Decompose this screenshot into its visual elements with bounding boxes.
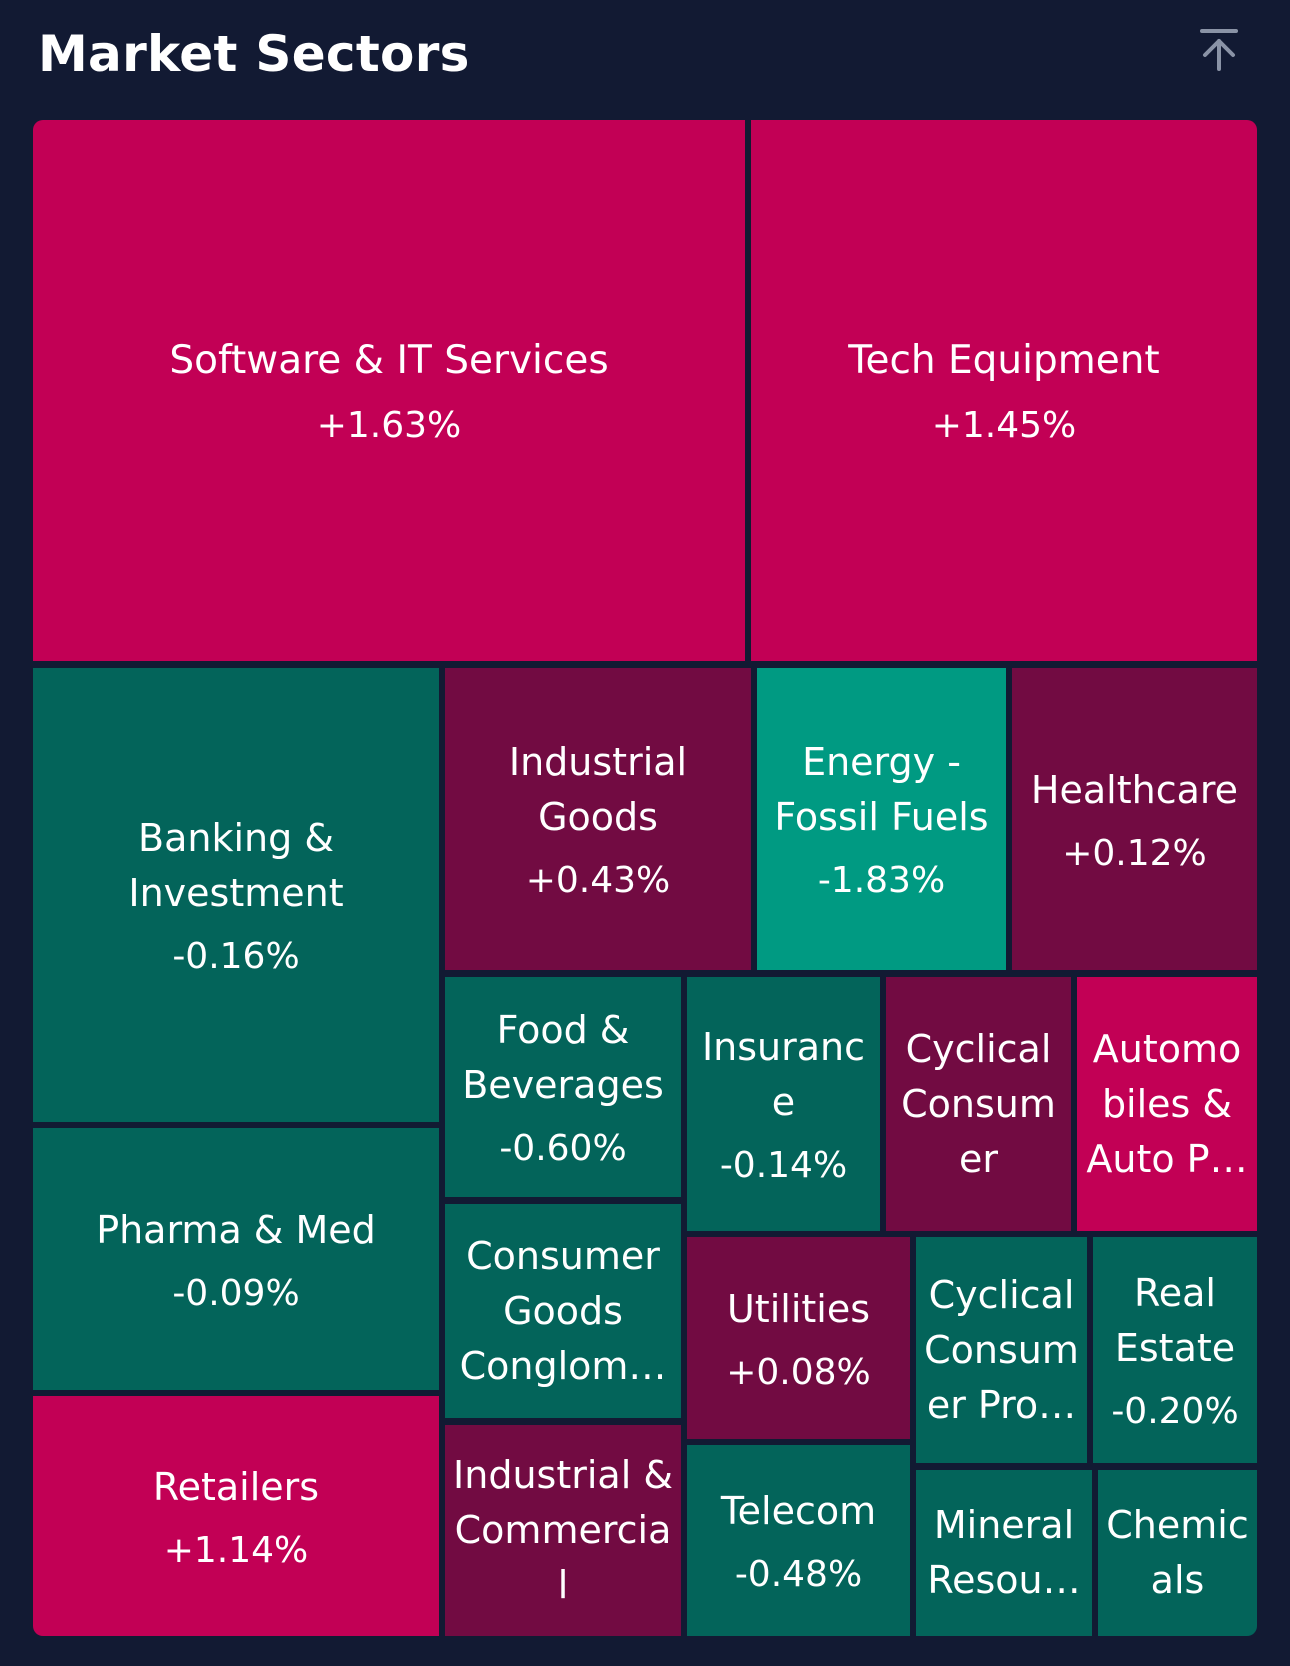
sector-change: +1.63% <box>316 405 462 446</box>
sector-name: Automobiles & Auto P… <box>1086 1026 1248 1181</box>
sector-name: Industrial & Commercial <box>453 1453 673 1607</box>
sector-name: Food & Beverages <box>462 1008 664 1107</box>
sector-name: Cyclical Consumer <box>901 1026 1056 1181</box>
sector-name: Real Estate <box>1114 1271 1236 1370</box>
sector-tile-cyclical-consumer[interactable]: Cyclical Consumer <box>886 977 1071 1231</box>
sector-name: Telecom <box>720 1489 877 1533</box>
sector-tile-mineral-resources[interactable]: Mineral Resou… <box>916 1470 1092 1636</box>
sector-name: Industrial Goods <box>508 740 688 839</box>
sector-name: Insurance <box>701 1025 866 1124</box>
sector-tile-tech-equipment[interactable]: Tech Equipment +1.45% <box>751 120 1257 661</box>
sector-tile-software-it-services[interactable]: Software & IT Services +1.63% <box>33 120 745 661</box>
sector-name: Healthcare <box>1030 767 1239 812</box>
sector-tile-chemicals[interactable]: Chemicals <box>1098 1470 1257 1636</box>
sector-change: +0.08% <box>726 1351 871 1393</box>
sector-change: +1.14% <box>163 1529 309 1571</box>
sector-tile-food-beverages[interactable]: Food & Beverages -0.60% <box>445 977 681 1197</box>
sector-name: Pharma & Med <box>96 1207 376 1252</box>
sector-name: Chemicals <box>1106 1503 1249 1602</box>
sector-tile-consumer-goods-conglomerates[interactable]: Consumer Goods Conglom… <box>445 1204 681 1418</box>
sector-name: Cyclical Consumer Pro… <box>924 1272 1079 1427</box>
sector-tile-utilities[interactable]: Utilities +0.08% <box>687 1237 910 1439</box>
sector-name: Mineral Resou… <box>927 1503 1081 1602</box>
sector-tile-banking-investment[interactable]: Banking & Investment -0.16% <box>33 668 439 1122</box>
sector-tile-real-estate[interactable]: Real Estate -0.20% <box>1093 1237 1257 1463</box>
sector-name: Software & IT Services <box>169 338 609 383</box>
sector-change: -1.83% <box>817 860 946 901</box>
sector-tile-pharma-med[interactable]: Pharma & Med -0.09% <box>33 1128 439 1390</box>
sector-name: Utilities <box>726 1286 871 1331</box>
sector-name: Tech Equipment <box>848 338 1160 383</box>
sector-change: -0.14% <box>719 1145 848 1186</box>
sector-name: Energy - Fossil Fuels <box>774 740 989 839</box>
sector-change: +0.43% <box>525 860 671 901</box>
sector-tile-insurance[interactable]: Insurance -0.14% <box>687 977 880 1231</box>
sector-name: Retailers <box>152 1464 320 1509</box>
page-title: Market Sectors <box>38 25 470 83</box>
sector-tile-industrial-commercial[interactable]: Industrial & Commercial <box>445 1425 681 1636</box>
sector-tile-retailers[interactable]: Retailers +1.14% <box>33 1396 439 1636</box>
sector-tile-telecom[interactable]: Telecom -0.48% <box>687 1445 910 1636</box>
sector-tile-industrial-goods[interactable]: Industrial Goods +0.43% <box>445 668 751 970</box>
collapse-button[interactable] <box>1194 24 1244 74</box>
sector-change: +0.12% <box>1062 832 1207 874</box>
sector-tile-energy-fossil-fuels[interactable]: Energy - Fossil Fuels -1.83% <box>757 668 1006 970</box>
sector-tile-automobiles-auto-parts[interactable]: Automobiles & Auto P… <box>1077 977 1257 1231</box>
sector-name: Consumer Goods Conglom… <box>459 1233 667 1388</box>
sector-name: Banking & Investment <box>128 816 344 915</box>
sector-tile-cyclical-consumer-products[interactable]: Cyclical Consumer Pro… <box>916 1237 1087 1463</box>
sector-tile-healthcare[interactable]: Healthcare +0.12% <box>1012 668 1257 970</box>
sector-change: -0.60% <box>499 1128 627 1169</box>
sector-change: -0.48% <box>734 1554 863 1595</box>
sector-change: -0.16% <box>172 936 300 977</box>
sector-change: -0.09% <box>172 1272 300 1314</box>
arrow-up-to-bar-icon <box>1200 29 1238 71</box>
sector-change: +1.45% <box>931 405 1077 446</box>
sector-change: -0.20% <box>1111 1391 1239 1432</box>
